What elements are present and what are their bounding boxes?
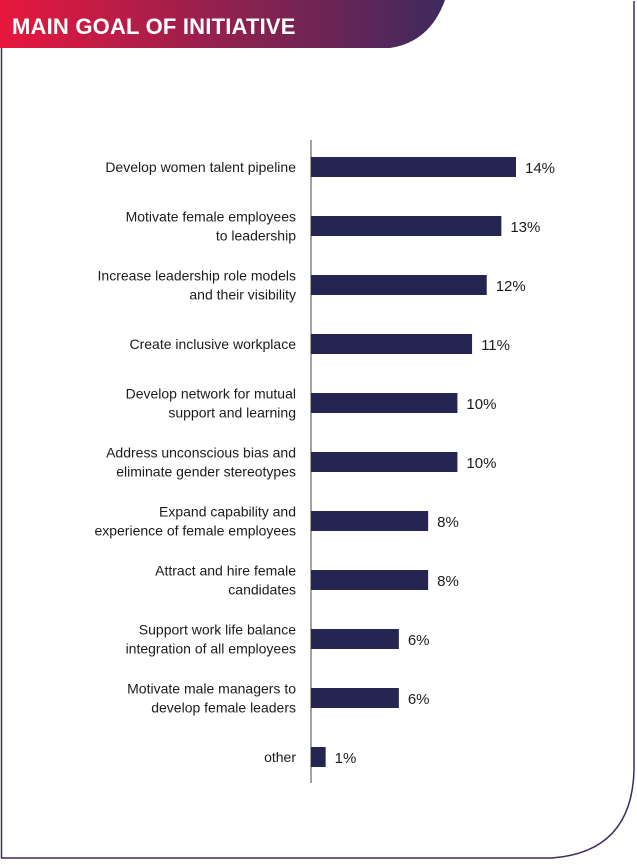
bar (311, 275, 487, 295)
bar (311, 747, 326, 767)
category-label: experience of female employees (94, 523, 296, 539)
category-label: Motivate male managers to (127, 681, 296, 697)
category-label: Develop women talent pipeline (105, 159, 296, 175)
value-label: 12% (496, 278, 526, 295)
category-label: eliminate gender stereotypes (116, 464, 296, 480)
bar (311, 452, 458, 472)
bar (311, 688, 399, 708)
category-label: Attract and hire female (155, 563, 296, 579)
category-label: Address unconscious bias and (106, 445, 296, 461)
bar (311, 393, 458, 413)
bar (311, 216, 502, 236)
value-label: 1% (335, 750, 357, 767)
value-label: 8% (437, 514, 459, 531)
header-band (0, 0, 445, 48)
value-label: 10% (466, 455, 496, 472)
category-label: candidates (228, 582, 296, 598)
category-label: Create inclusive workplace (129, 336, 296, 352)
category-label: and their visibility (189, 287, 296, 303)
category-label: support and learning (168, 405, 296, 421)
category-label: Support work life balance (139, 622, 296, 638)
category-label: integration of all employees (126, 641, 296, 657)
bar (311, 511, 429, 531)
bar (311, 334, 473, 354)
bar (311, 570, 429, 590)
value-label: 14% (525, 160, 555, 177)
category-label: Expand capability and (159, 504, 296, 520)
bar (311, 629, 399, 649)
value-label: 13% (510, 219, 540, 236)
category-label: other (264, 749, 296, 765)
chart-title: MAIN GOAL OF INITIATIVE (12, 14, 296, 39)
category-label: develop female leaders (151, 700, 296, 716)
category-label: Develop network for mutual (126, 386, 296, 402)
bar (311, 157, 516, 177)
value-label: 6% (408, 691, 430, 708)
value-label: 6% (408, 632, 430, 649)
category-label: to leadership (216, 228, 296, 244)
value-label: 8% (437, 573, 459, 590)
category-label: Motivate female employees (126, 209, 296, 225)
category-label: Increase leadership role models (98, 268, 296, 284)
value-label: 10% (466, 396, 496, 413)
value-label: 11% (481, 337, 510, 354)
